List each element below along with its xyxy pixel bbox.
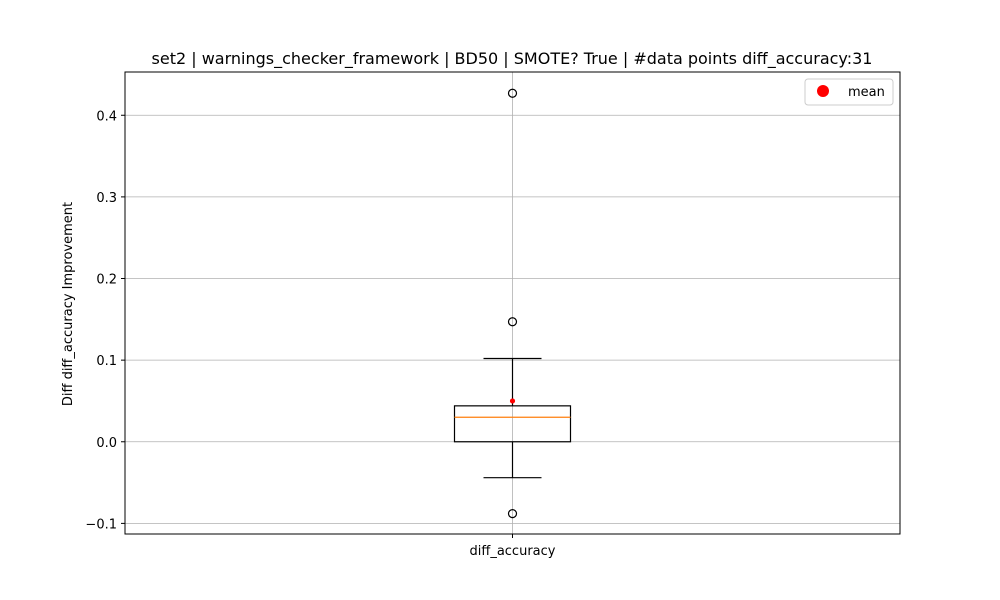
box-series	[453, 88, 572, 519]
x-axis: diff_accuracy	[470, 534, 556, 559]
outlier-point	[507, 317, 518, 327]
outlier-point	[507, 88, 518, 98]
y-axis-label: Diff diff_accuracy Improvement	[61, 202, 76, 406]
y-axis: −0.1 0.0 0.1 0.2 0.3 0.4	[85, 109, 125, 532]
legend-mean-label: mean	[848, 85, 885, 100]
y-tick-label: 0.1	[96, 354, 117, 369]
y-tick-label: 0.4	[96, 109, 117, 124]
iqr-box	[453, 405, 572, 443]
x-tick-label: diff_accuracy	[470, 544, 556, 559]
y-tick-label: 0.3	[96, 191, 117, 206]
legend-frame	[804, 78, 894, 106]
y-tick-label: −0.1	[85, 517, 117, 532]
legend-mean-marker	[817, 85, 829, 97]
legend: mean	[804, 78, 894, 106]
chart-title: set2 | warnings_checker_framework | BD50…	[152, 49, 873, 69]
outlier-point	[507, 508, 518, 519]
mean-point	[509, 398, 516, 404]
y-tick-label: 0.2	[96, 273, 117, 288]
y-tick-label: 0.0	[96, 436, 117, 451]
